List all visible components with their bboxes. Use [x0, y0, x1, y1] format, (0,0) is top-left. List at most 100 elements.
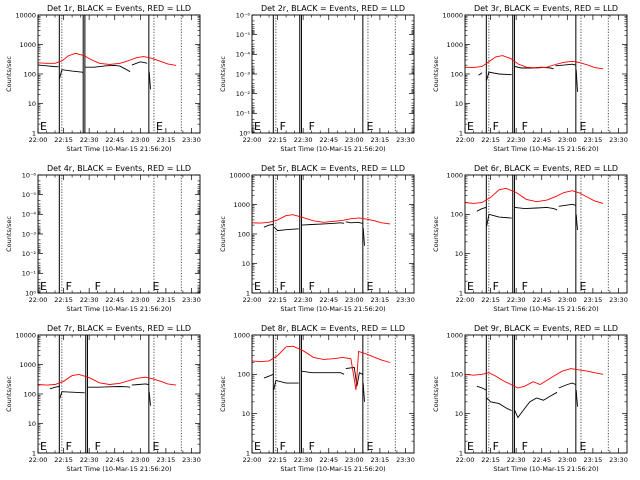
y-tick-label: 10⁻⁶: [22, 171, 37, 179]
flag-label: E: [367, 120, 374, 133]
plot-frame: [251, 174, 415, 294]
lld-series-line: [251, 214, 391, 225]
flag-label: F: [95, 280, 101, 293]
flag-label: F: [493, 280, 499, 293]
plot-frame: [464, 14, 628, 134]
x-axis-label: Start Time (10-Mar-15 21:56:20): [280, 145, 385, 153]
y-tick-label: 100: [238, 230, 250, 238]
plot-frame: [37, 174, 201, 294]
panel-1: Det 1r, BLACK = Events, RED = LLD Counts/…: [5, 4, 201, 153]
x-axis-label: Start Time (10-Mar-15 21:56:20): [66, 145, 171, 153]
y-tick-label: 1000: [233, 331, 250, 339]
y-axis-label: Counts/sec: [432, 216, 440, 252]
x-tick-label: 23:00: [131, 296, 150, 304]
x-tick-label: 23:30: [182, 456, 201, 464]
panel-8: Det 8r, BLACK = Events, RED = LLD Counts/…: [219, 324, 415, 473]
x-axis-label: Start Time (10-Mar-15 21:56:20): [66, 465, 171, 473]
y-tick-label: 10⁻¹: [236, 110, 251, 118]
events-series-line: [486, 71, 512, 81]
x-tick-label: 22:45: [105, 136, 124, 144]
x-tick-label: 22:45: [532, 136, 551, 144]
y-tick-label: 10⁻²: [22, 250, 37, 258]
events-series-line: [362, 383, 365, 402]
x-tick-label: 23:30: [609, 136, 628, 144]
flag-label: F: [280, 120, 286, 133]
events-series-line: [85, 64, 131, 73]
events-series-line: [131, 383, 149, 386]
flag-label: E: [467, 280, 474, 293]
flag-label: E: [40, 120, 47, 133]
plot-frame: [251, 334, 415, 454]
x-tick-label: 22:30: [507, 136, 526, 144]
events-series-line: [362, 227, 365, 246]
y-tick-label: 1: [246, 449, 250, 457]
x-tick-label: 22:00: [456, 296, 475, 304]
events-series-line: [486, 213, 512, 227]
flag-label: E: [580, 280, 587, 293]
lld-series-line: [251, 345, 391, 391]
x-tick-label: 22:45: [319, 296, 338, 304]
flag-label: F: [309, 280, 315, 293]
x-tick-label: 22:30: [80, 456, 99, 464]
events-series-line: [555, 63, 576, 67]
lld-series-line: [464, 368, 604, 389]
x-tick-label: 23:15: [371, 136, 390, 144]
flag-label: F: [309, 440, 315, 453]
events-series-line: [49, 386, 60, 390]
y-axis-label: Counts/sec: [219, 376, 227, 412]
x-axis-label: Start Time (10-Mar-15 21:56:20): [493, 145, 598, 153]
y-tick-label: 1000: [446, 41, 463, 49]
y-tick-label: 10000: [15, 11, 36, 19]
x-axis-label: Start Time (10-Mar-15 21:56:20): [66, 305, 171, 313]
x-tick-label: 23:15: [371, 456, 390, 464]
x-tick-label: 22:15: [54, 456, 73, 464]
x-tick-label: 22:30: [294, 296, 313, 304]
x-tick-label: 22:15: [268, 456, 287, 464]
y-tick-label: 10: [455, 250, 463, 258]
panel-title: Det 2r, BLACK = Events, RED = LLD: [261, 4, 405, 13]
x-tick-label: 23:15: [157, 296, 176, 304]
x-tick-label: 22:15: [481, 136, 500, 144]
events-series-line: [575, 214, 578, 231]
y-tick-label: 10⁰: [25, 289, 36, 297]
lld-series-line: [37, 52, 177, 66]
y-tick-label: 100: [24, 390, 36, 398]
panel-2: Det 2r, BLACK = Events, RED = LLD Counts/…: [219, 4, 415, 153]
x-tick-label: 22:15: [54, 136, 73, 144]
flag-label: E: [467, 120, 474, 133]
y-tick-label: 10: [242, 410, 250, 418]
panel-4: Det 4r, BLACK = Events, RED = LLD Counts/…: [5, 164, 201, 313]
y-tick-label: 1000: [446, 331, 463, 339]
y-tick-label: 100: [24, 70, 36, 78]
flag-label: E: [156, 120, 163, 133]
x-tick-label: 23:00: [345, 136, 364, 144]
y-axis-label: Counts/sec: [219, 56, 227, 92]
events-series-line: [273, 379, 299, 391]
panel-title: Det 8r, BLACK = Events, RED = LLD: [261, 324, 405, 333]
x-tick-label: 22:00: [456, 456, 475, 464]
x-tick-label: 23:15: [157, 136, 176, 144]
events-series-line: [476, 206, 487, 212]
x-tick-label: 23:30: [182, 296, 201, 304]
flag-label: E: [40, 280, 47, 293]
events-series-line: [263, 373, 274, 379]
events-series-line: [87, 386, 131, 388]
x-tick-label: 23:30: [609, 296, 628, 304]
events-series-line: [131, 61, 148, 66]
y-axis-label: Counts/sec: [5, 376, 13, 412]
x-tick-label: 23:15: [371, 296, 390, 304]
lld-series-line: [37, 373, 177, 386]
events-series-line: [486, 397, 512, 412]
x-tick-label: 23:30: [182, 136, 201, 144]
flag-label: E: [153, 440, 160, 453]
events-series-line: [514, 206, 558, 211]
flag-label: E: [40, 440, 47, 453]
x-tick-label: 23:15: [584, 296, 603, 304]
x-tick-label: 23:30: [396, 456, 415, 464]
x-tick-label: 22:30: [294, 136, 313, 144]
events-series-line: [476, 385, 487, 391]
plot-frame: [251, 14, 415, 134]
x-tick-label: 22:00: [29, 456, 48, 464]
flag-label: F: [522, 280, 528, 293]
